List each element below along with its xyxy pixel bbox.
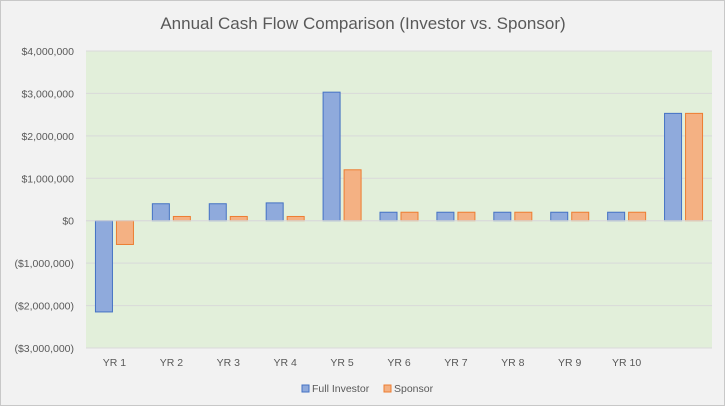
bar-full-investor — [664, 112, 683, 222]
bar-sponsor — [400, 211, 419, 222]
bar-sponsor — [115, 220, 134, 245]
bar-full-investor — [493, 211, 512, 222]
bar-full-investor — [550, 211, 569, 222]
bar-full-investor — [208, 203, 227, 222]
y-tick-label: ($1,000,000) — [14, 258, 74, 270]
x-tick-label: YR 5 — [330, 357, 354, 369]
bar-sponsor — [286, 215, 305, 222]
legend: Full Investor Sponsor — [301, 383, 434, 395]
y-axis-ticks: $4,000,000 $3,000,000 $2,000,000 $1,000,000… — [14, 46, 74, 355]
x-tick-label: YR 10 — [612, 357, 641, 369]
x-tick-label: YR 2 — [160, 357, 184, 369]
x-axis-ticks: YR 1 YR 2 YR 3 YR 4 YR 5 YR 6 YR 7 YR 8 YR 9 YR 1… — [103, 357, 642, 369]
plot-area — [86, 51, 712, 348]
bars — [94, 91, 704, 313]
bar-sponsor — [229, 215, 248, 222]
bar-sponsor — [343, 169, 362, 222]
y-tick-label: ($3,000,000) — [14, 343, 74, 355]
bar-sponsor — [457, 211, 476, 222]
bar-full-investor — [607, 211, 626, 222]
y-tick-label: ($2,000,000) — [14, 301, 74, 313]
bar-full-investor — [436, 211, 455, 222]
legend-label: Full Investor — [312, 383, 370, 395]
legend-swatch — [301, 384, 310, 393]
y-tick-label: $4,000,000 — [21, 46, 74, 58]
bar-full-investor — [265, 202, 284, 222]
bar-full-investor — [322, 91, 341, 222]
x-tick-label: YR 4 — [274, 357, 298, 369]
bar-sponsor — [571, 211, 590, 222]
legend-label: Sponsor — [394, 383, 434, 395]
chart-title: Annual Cash Flow Comparison (Investor vs… — [160, 14, 565, 33]
x-tick-label: YR 9 — [558, 357, 582, 369]
bar-sponsor — [628, 211, 647, 222]
y-tick-label: $1,000,000 — [21, 173, 74, 185]
y-tick-label: $0 — [62, 216, 74, 228]
x-tick-label: YR 1 — [103, 357, 127, 369]
bar-full-investor — [151, 203, 170, 222]
bar-full-investor — [94, 220, 113, 313]
x-tick-label: YR 3 — [217, 357, 241, 369]
legend-swatch — [383, 384, 392, 393]
bar-sponsor — [172, 215, 191, 222]
bar-full-investor — [379, 211, 398, 222]
x-tick-label: YR 6 — [387, 357, 411, 369]
y-tick-label: $3,000,000 — [21, 88, 74, 100]
x-tick-label: YR 7 — [444, 357, 468, 369]
y-tick-label: $2,000,000 — [21, 131, 74, 143]
bar-sponsor — [514, 211, 533, 222]
bar-sponsor — [685, 112, 704, 222]
x-tick-label: YR 8 — [501, 357, 525, 369]
